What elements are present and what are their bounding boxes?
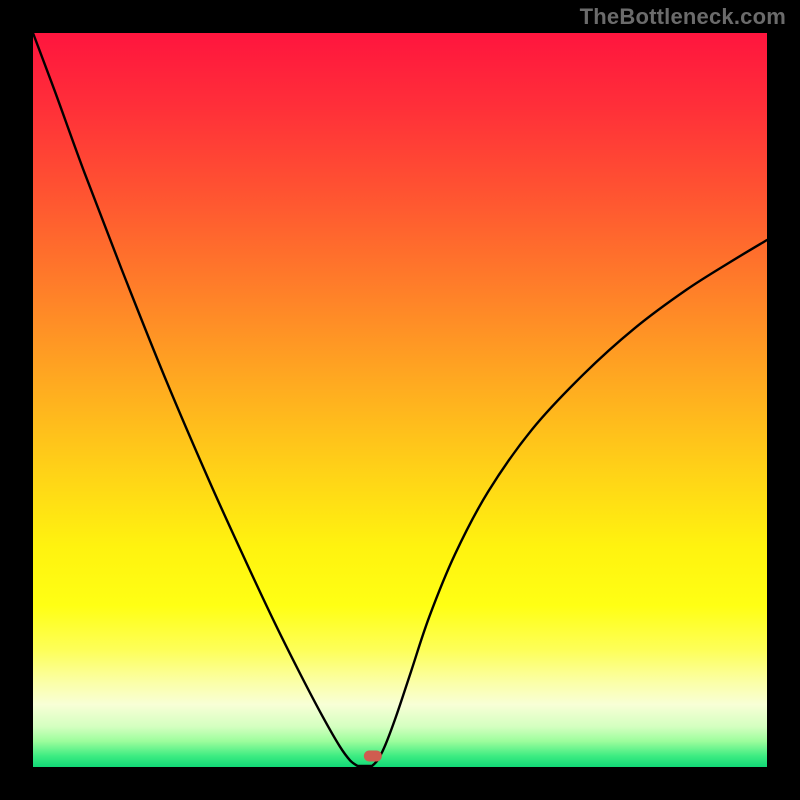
plot-background xyxy=(33,33,767,767)
minimum-marker xyxy=(364,750,382,761)
attribution-watermark: TheBottleneck.com xyxy=(580,4,786,30)
chart-container: { "attribution": { "text": "TheBottlenec… xyxy=(0,0,800,800)
bottleneck-curve-chart xyxy=(0,0,800,800)
